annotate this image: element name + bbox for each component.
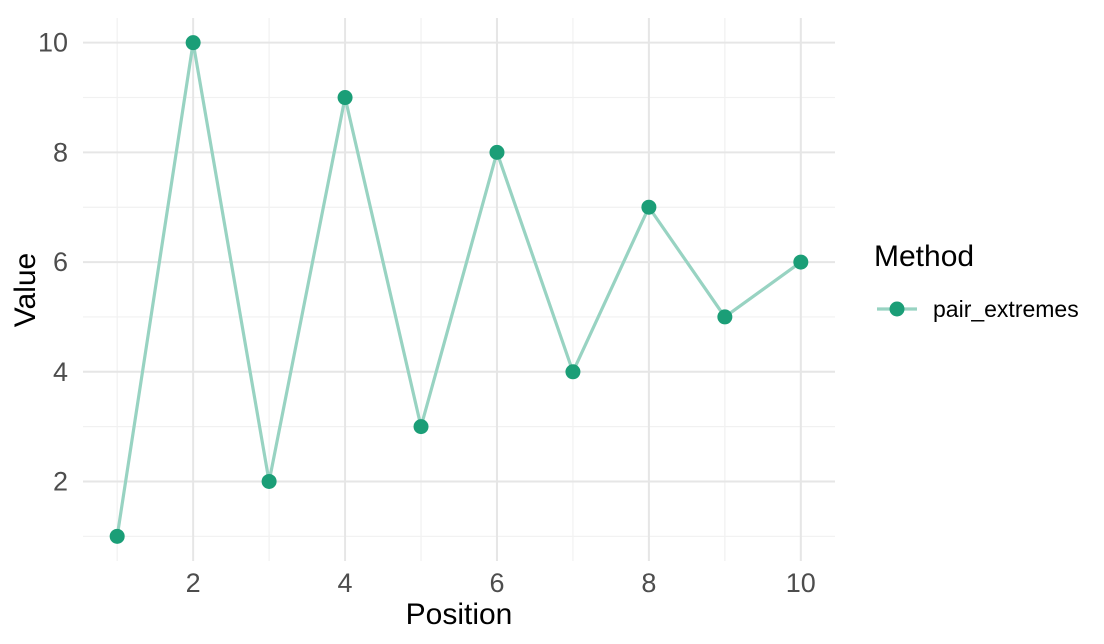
legend-key-icon	[877, 301, 917, 317]
data-point	[413, 419, 429, 435]
y-tick-label: 4	[53, 357, 68, 387]
data-point	[641, 199, 657, 215]
legend-item: pair_extremes	[874, 293, 1079, 325]
legend: Method pair_extremes	[874, 240, 1079, 325]
legend-title: Method	[874, 240, 975, 273]
x-tick-label: 6	[489, 568, 504, 598]
x-tick-label: 8	[641, 568, 656, 598]
data-point	[793, 254, 809, 270]
data-point	[489, 144, 505, 160]
y-axis-title: Value	[9, 252, 42, 328]
data-point	[565, 364, 581, 380]
data-point	[109, 528, 125, 544]
gridlines-minor	[83, 18, 835, 561]
y-tick-label: 8	[53, 137, 68, 167]
x-tick-label: 10	[786, 568, 816, 598]
y-axis-tick-labels: 2 4 6 8 10	[38, 28, 68, 497]
series-line	[115, 41, 802, 537]
x-tick-label: 2	[186, 568, 201, 598]
x-axis-title: Position	[405, 598, 513, 631]
data-point	[261, 473, 277, 489]
data-point	[185, 35, 201, 51]
x-tick-label: 4	[338, 568, 353, 598]
legend-key-point	[889, 301, 905, 317]
gridlines-major	[83, 18, 835, 561]
y-tick-label: 2	[53, 466, 68, 496]
y-tick-label: 10	[38, 28, 68, 58]
data-point	[337, 90, 353, 106]
series-points	[109, 35, 809, 544]
x-axis-tick-labels: 2 4 6 8 10	[186, 568, 816, 598]
legend-label: pair_extremes	[933, 295, 1079, 322]
y-tick-label: 6	[53, 247, 68, 277]
data-point	[717, 309, 733, 325]
